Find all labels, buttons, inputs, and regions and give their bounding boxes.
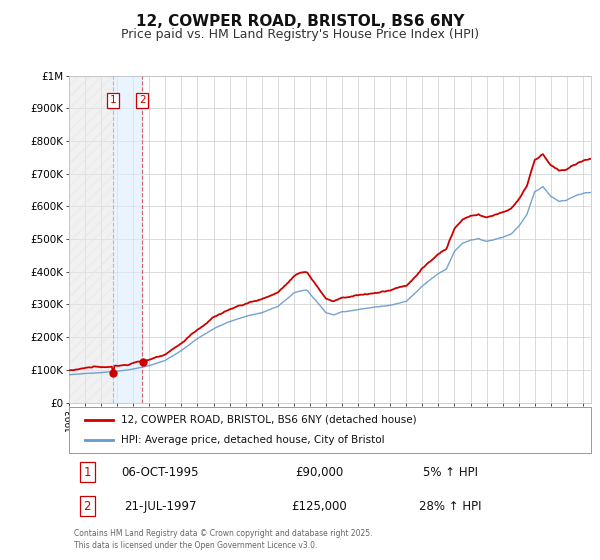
Text: £90,000: £90,000 [295,466,344,479]
Text: 12, COWPER ROAD, BRISTOL, BS6 6NY (detached house): 12, COWPER ROAD, BRISTOL, BS6 6NY (detac… [121,415,417,425]
Text: £125,000: £125,000 [292,500,347,512]
Text: 1: 1 [110,95,116,105]
Text: Price paid vs. HM Land Registry's House Price Index (HPI): Price paid vs. HM Land Registry's House … [121,28,479,41]
Text: 06-OCT-1995: 06-OCT-1995 [122,466,199,479]
Text: 21-JUL-1997: 21-JUL-1997 [124,500,197,512]
Text: 5% ↑ HPI: 5% ↑ HPI [422,466,478,479]
Text: Contains HM Land Registry data © Crown copyright and database right 2025.
This d: Contains HM Land Registry data © Crown c… [74,529,373,550]
Text: 28% ↑ HPI: 28% ↑ HPI [419,500,481,512]
Text: 2: 2 [83,500,91,512]
Text: 2: 2 [139,95,145,105]
Text: 12, COWPER ROAD, BRISTOL, BS6 6NY: 12, COWPER ROAD, BRISTOL, BS6 6NY [136,14,464,29]
Text: HPI: Average price, detached house, City of Bristol: HPI: Average price, detached house, City… [121,435,385,445]
Bar [113,76,142,403]
Bar [69,76,113,403]
Text: 1: 1 [83,466,91,479]
